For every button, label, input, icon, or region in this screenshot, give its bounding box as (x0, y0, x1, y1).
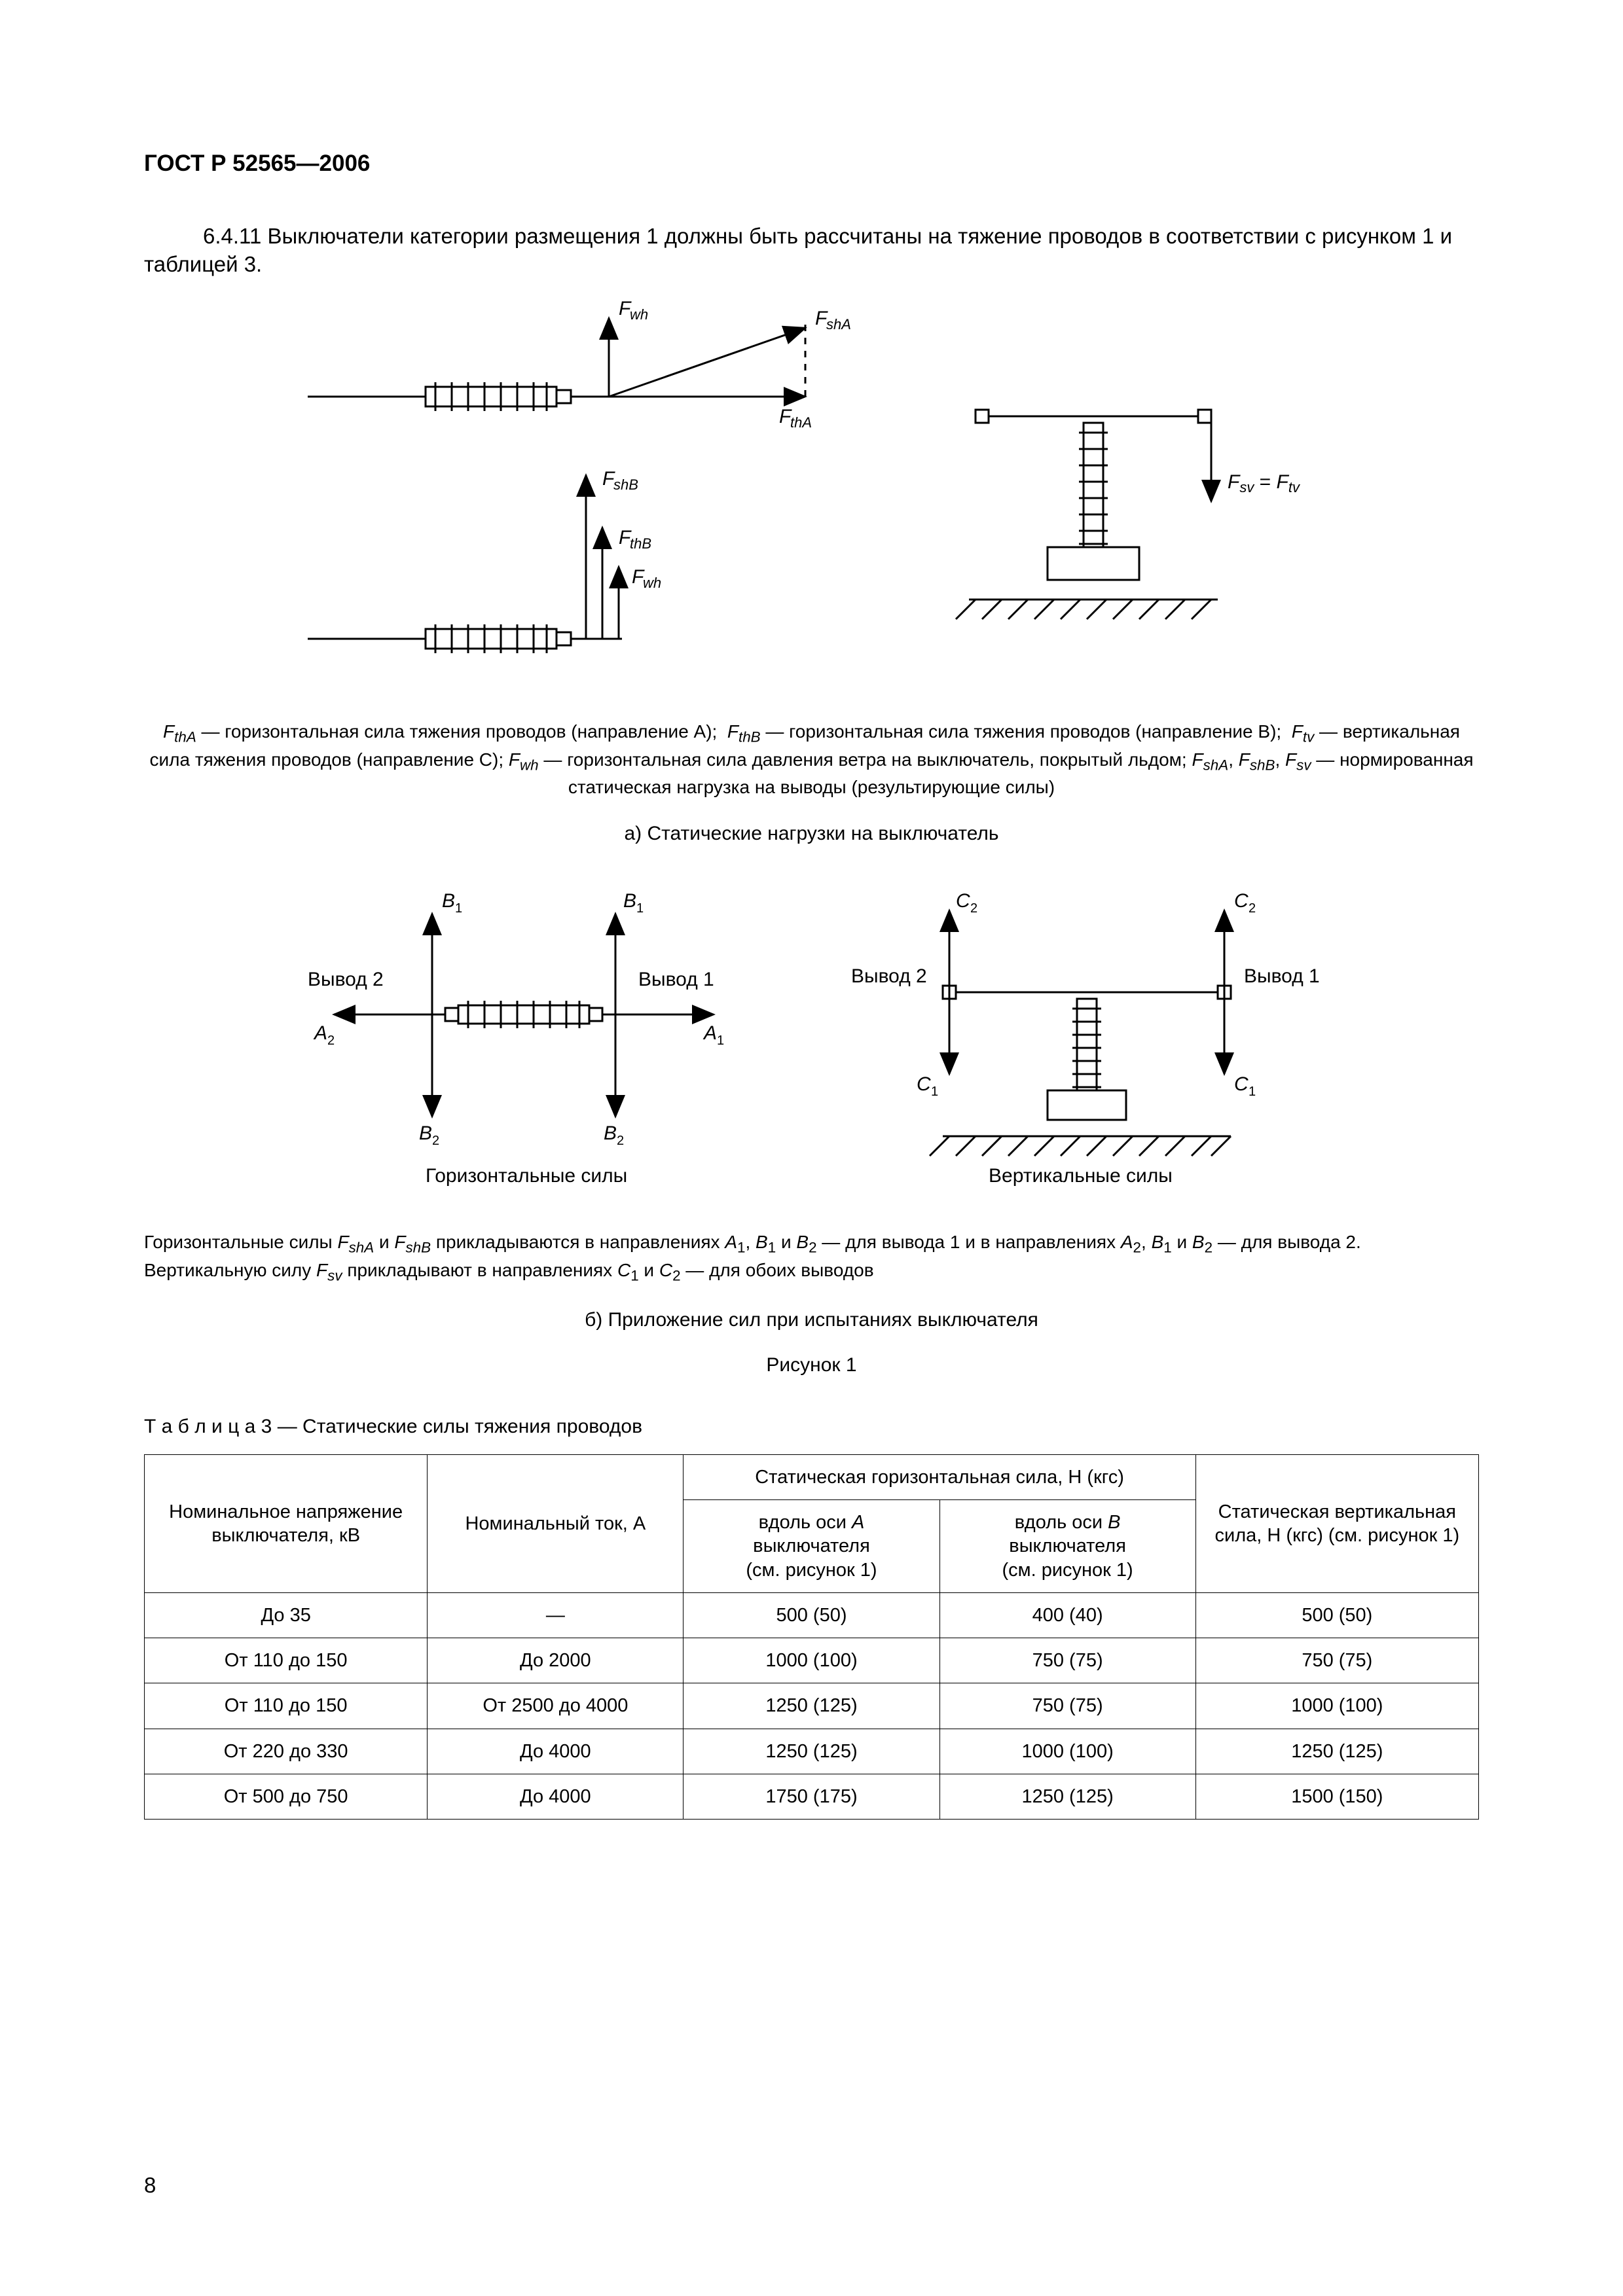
svg-text:Вывод 2: Вывод 2 (308, 969, 384, 990)
table-body: До 35—500 (50)400 (40)500 (50) От 110 до… (145, 1592, 1479, 1819)
svg-text:Горизонтальные силы: Горизонтальные силы (426, 1165, 627, 1187)
svg-text:Вывод 2: Вывод 2 (851, 965, 927, 987)
page-number: 8 (144, 2173, 156, 2198)
table-row: До 35—500 (50)400 (40)500 (50) (145, 1592, 1479, 1638)
svg-text:C: C (956, 890, 970, 912)
table-row: От 110 до 150От 2500 до 40001250 (125)75… (145, 1683, 1479, 1729)
svg-text:A: A (702, 1022, 717, 1044)
svg-text:B: B (442, 890, 455, 912)
table-col-3b: вдоль оси Bвыключателя(см. рисунок 1) (939, 1500, 1195, 1593)
intro-text: 6.4.11 Выключатели категории размещения … (144, 224, 1452, 276)
table-col-3-top: Статическая горизонтальная сила, Н (кгс) (684, 1454, 1195, 1499)
table-3: Номинальное напряжение выключателя, кВ Н… (144, 1454, 1479, 1820)
table-col-2: Номинальный ток, А (428, 1454, 684, 1592)
figure-1a-svg: Fwh FshA FthA FshB FthB Fwh (255, 292, 1368, 698)
caption-b: б) Приложение сил при испытаниях выключа… (144, 1309, 1479, 1331)
svg-text:Вывод 1: Вывод 1 (1244, 965, 1320, 987)
svg-text:2: 2 (970, 901, 977, 916)
svg-text:Fsv = Ftv: Fsv = Ftv (1228, 471, 1301, 495)
table-title-prefix: Т а б л и ц а 3 (144, 1416, 272, 1437)
table-row: От 220 до 330До 40001250 (125)1000 (100)… (145, 1729, 1479, 1774)
legend-a: FthA — горизонтальная сила тяжения прово… (144, 719, 1479, 800)
svg-text:C: C (917, 1073, 931, 1095)
svg-text:B: B (604, 1122, 617, 1144)
figure-1b: B1 B1 B2 B2 A2 A1 Вывод 2 Вывод 1 Горизо… (144, 868, 1479, 1211)
document-header: ГОСТ Р 52565—2006 (144, 151, 1479, 177)
svg-text:C: C (1234, 890, 1249, 912)
svg-text:shA: shA (826, 316, 851, 332)
svg-text:1: 1 (1249, 1085, 1256, 1099)
svg-text:1: 1 (717, 1033, 724, 1048)
svg-text:B: B (623, 890, 636, 912)
table-col-3a: вдоль оси Aвыключателя(см. рисунок 1) (684, 1500, 939, 1593)
table-title-rest: — Статические силы тяжения проводов (272, 1416, 642, 1437)
figure-1a: Fwh FshA FthA FshB FthB Fwh (144, 292, 1479, 701)
figure-1b-svg: B1 B1 B2 B2 A2 A1 Вывод 2 Вывод 1 Горизо… (223, 868, 1401, 1208)
svg-text:1: 1 (455, 901, 462, 916)
svg-text:1: 1 (931, 1085, 938, 1099)
table-row: От 500 до 750До 40001750 (175)1250 (125)… (145, 1774, 1479, 1819)
svg-text:C: C (1234, 1073, 1249, 1095)
svg-text:2: 2 (432, 1134, 439, 1148)
table-row: От 110 до 150До 20001000 (100)750 (75)75… (145, 1638, 1479, 1683)
svg-text:wh: wh (643, 575, 661, 591)
svg-text:thA: thA (790, 414, 812, 431)
svg-text:Вывод 1: Вывод 1 (638, 969, 714, 990)
svg-text:Вертикальные силы: Вертикальные силы (989, 1165, 1173, 1187)
svg-text:wh: wh (630, 306, 648, 323)
svg-text:A: A (313, 1022, 327, 1044)
page: ГОСТ Р 52565—2006 6.4.11 Выключатели кат… (0, 0, 1623, 2296)
svg-text:2: 2 (327, 1033, 335, 1048)
svg-text:1: 1 (636, 901, 644, 916)
figure-number: Рисунок 1 (144, 1354, 1479, 1376)
svg-text:B: B (419, 1122, 432, 1144)
caption-a: а) Статические нагрузки на выключатель (144, 823, 1479, 845)
table-3-title: Т а б л и ц а 3 — Статические силы тяжен… (144, 1416, 1479, 1438)
legend-b: Горизонтальные силы FshA и FshB приклады… (144, 1230, 1479, 1286)
svg-text:2: 2 (617, 1134, 624, 1148)
table-col-4: Статическая вертикальная сила, Н (кгс) (… (1195, 1454, 1478, 1592)
svg-text:shB: shB (613, 476, 638, 493)
svg-text:thB: thB (630, 535, 651, 552)
table-col-1: Номинальное напряжение выключателя, кВ (145, 1454, 428, 1592)
svg-text:2: 2 (1249, 901, 1256, 916)
paragraph-6-4-11: 6.4.11 Выключатели категории размещения … (144, 223, 1479, 279)
